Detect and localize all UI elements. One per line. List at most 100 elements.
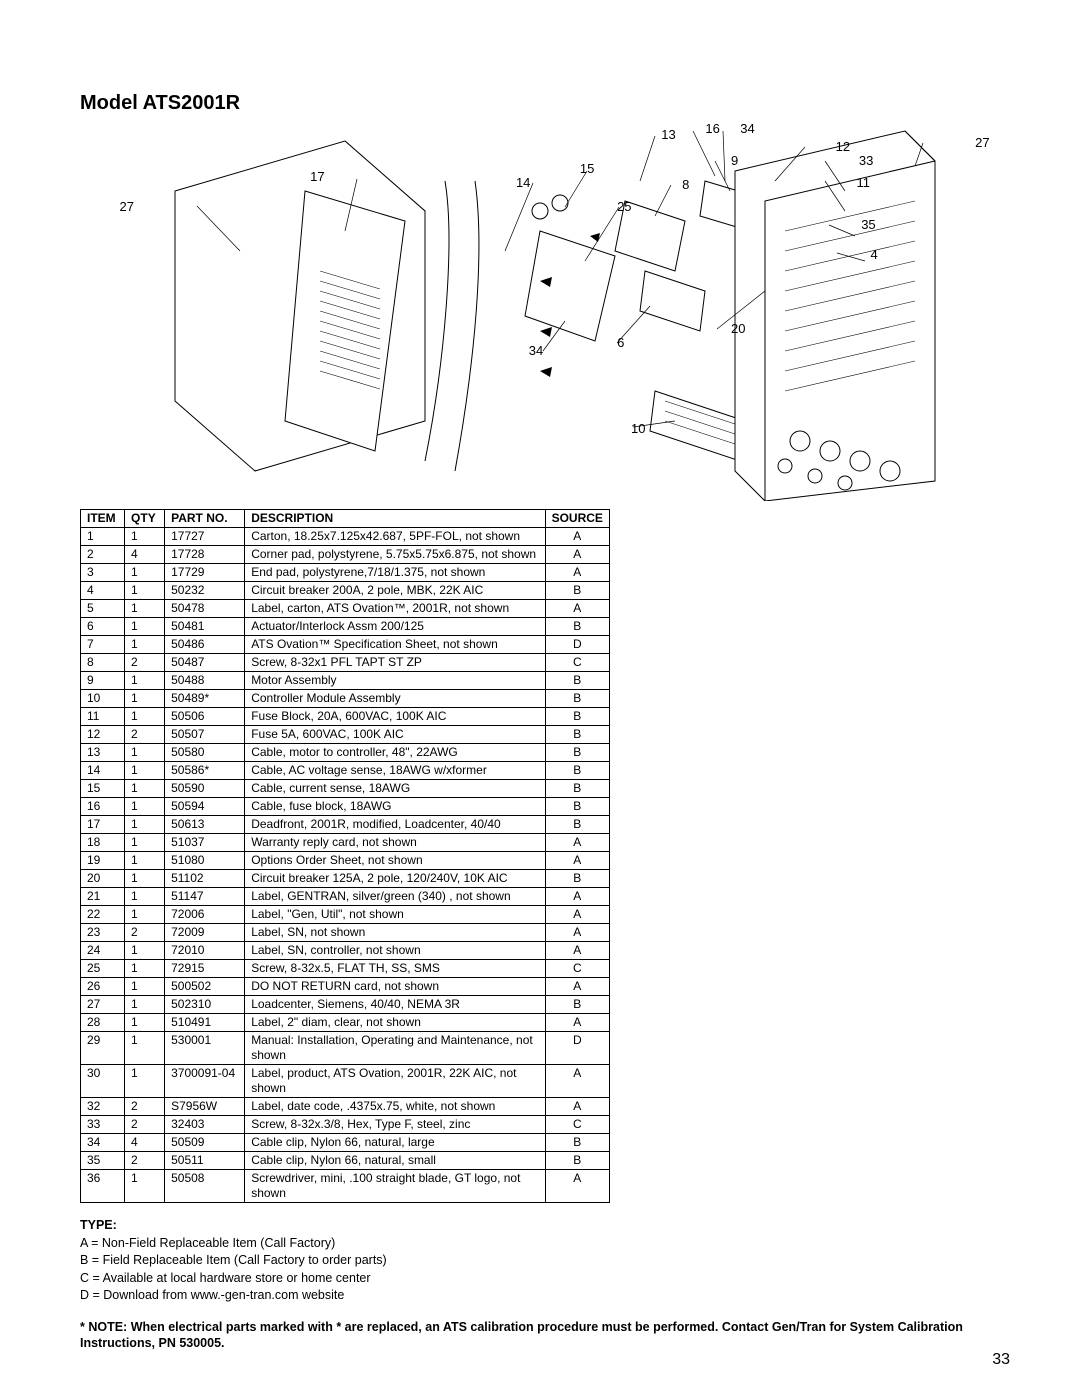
cell-qty: 1 <box>125 834 165 852</box>
cell-part: 32403 <box>165 1116 245 1134</box>
table-row: 22172006Label, "Gen, Util", not shownA <box>81 906 610 924</box>
diagram-svg <box>80 121 1010 501</box>
cell-desc: Label, carton, ATS Ovation™, 2001R, not … <box>245 600 545 618</box>
cell-qty: 1 <box>125 708 165 726</box>
cell-qty: 1 <box>125 582 165 600</box>
cell-qty: 1 <box>125 780 165 798</box>
th-part: Part No. <box>165 510 245 528</box>
cell-src: B <box>545 618 609 636</box>
cell-qty: 1 <box>125 1014 165 1032</box>
cell-desc: Warranty reply card, not shown <box>245 834 545 852</box>
cell-part: 50506 <box>165 708 245 726</box>
cell-item: 6 <box>81 618 125 636</box>
table-row: 20151102Circuit breaker 125A, 2 pole, 12… <box>81 870 610 888</box>
cell-item: 3 <box>81 564 125 582</box>
cell-desc: Actuator/Interlock Assm 200/125 <box>245 618 545 636</box>
cell-qty: 1 <box>125 1032 165 1065</box>
cell-src: B <box>545 798 609 816</box>
table-row: 18151037Warranty reply card, not shownA <box>81 834 610 852</box>
cell-desc: Cable, motor to controller, 48", 22AWG <box>245 744 545 762</box>
cell-src: B <box>545 996 609 1014</box>
cell-qty: 4 <box>125 1134 165 1152</box>
table-row: 8250487Screw, 8-32x1 PFL TAPT ST ZPC <box>81 654 610 672</box>
cell-item: 19 <box>81 852 125 870</box>
cell-qty: 1 <box>125 744 165 762</box>
diagram-callout: 14 <box>516 175 530 190</box>
cell-item: 33 <box>81 1116 125 1134</box>
cell-part: 50580 <box>165 744 245 762</box>
model-title: Model ATS2001R <box>80 92 1010 115</box>
cell-part: 500502 <box>165 978 245 996</box>
cell-desc: Deadfront, 2001R, modified, Loadcenter, … <box>245 816 545 834</box>
table-row: 322S7956WLabel, date code, .4375x.75, wh… <box>81 1098 610 1116</box>
table-row: 5150478Label, carton, ATS Ovation™, 2001… <box>81 600 610 618</box>
cell-part: 50511 <box>165 1152 245 1170</box>
cell-qty: 1 <box>125 798 165 816</box>
diagram-callout: 13 <box>661 127 675 142</box>
cell-part: 17729 <box>165 564 245 582</box>
cell-src: B <box>545 744 609 762</box>
cell-part: 530001 <box>165 1032 245 1065</box>
table-row: 34450509Cable clip, Nylon 66, natural, l… <box>81 1134 610 1152</box>
cell-item: 12 <box>81 726 125 744</box>
table-row: 2417728Corner pad, polystyrene, 5.75x5.7… <box>81 546 610 564</box>
cell-desc: Label, product, ATS Ovation, 2001R, 22K … <box>245 1065 545 1098</box>
cell-part: 510491 <box>165 1014 245 1032</box>
diagram-callout: 34 <box>529 343 543 358</box>
cell-qty: 1 <box>125 960 165 978</box>
cell-item: 7 <box>81 636 125 654</box>
cell-qty: 1 <box>125 528 165 546</box>
th-item: Item <box>81 510 125 528</box>
calibration-note: * NOTE: When electrical parts marked wit… <box>80 1319 1010 1353</box>
cell-desc: Screw, 8-32x.3/8, Hex, Type F, steel, zi… <box>245 1116 545 1134</box>
cell-part: 50508 <box>165 1170 245 1203</box>
cell-qty: 2 <box>125 924 165 942</box>
cell-qty: 1 <box>125 762 165 780</box>
cell-desc: Circuit breaker 200A, 2 pole, MBK, 22K A… <box>245 582 545 600</box>
cell-src: D <box>545 636 609 654</box>
table-row: 3117729End pad, polystyrene,7/18/1.375, … <box>81 564 610 582</box>
cell-src: B <box>545 708 609 726</box>
cell-item: 26 <box>81 978 125 996</box>
table-row: 1117727Carton, 18.25x7.125x42.687, 5PF-F… <box>81 528 610 546</box>
diagram-callout: 8 <box>682 177 689 192</box>
cell-qty: 1 <box>125 690 165 708</box>
cell-part: 50486 <box>165 636 245 654</box>
cell-part: 72010 <box>165 942 245 960</box>
cell-part: 50488 <box>165 672 245 690</box>
cell-qty: 1 <box>125 816 165 834</box>
cell-qty: 1 <box>125 672 165 690</box>
diagram-callout: 11 <box>857 175 871 190</box>
cell-src: B <box>545 780 609 798</box>
cell-part: 3700091-04 <box>165 1065 245 1098</box>
cell-desc: Manual: Installation, Operating and Main… <box>245 1032 545 1065</box>
cell-item: 30 <box>81 1065 125 1098</box>
legend-line: C = Available at local hardware store or… <box>80 1270 1010 1288</box>
cell-part: 50232 <box>165 582 245 600</box>
cell-desc: Circuit breaker 125A, 2 pole, 120/240V, … <box>245 870 545 888</box>
parts-table: Item Qty Part No. Description Source 111… <box>80 509 610 1203</box>
cell-desc: Cable, AC voltage sense, 18AWG w/xformer <box>245 762 545 780</box>
cell-part: 51147 <box>165 888 245 906</box>
cell-item: 16 <box>81 798 125 816</box>
diagram-callout: 9 <box>731 153 738 168</box>
type-legend: Type: A = Non-Field Replaceable Item (Ca… <box>80 1217 1010 1305</box>
diagram-callout: 25 <box>617 199 631 214</box>
cell-part: 51080 <box>165 852 245 870</box>
cell-item: 1 <box>81 528 125 546</box>
cell-item: 18 <box>81 834 125 852</box>
legend-line: A = Non-Field Replaceable Item (Call Fac… <box>80 1235 1010 1253</box>
cell-part: 50489* <box>165 690 245 708</box>
cell-desc: Label, 2" diam, clear, not shown <box>245 1014 545 1032</box>
cell-qty: 1 <box>125 852 165 870</box>
cell-qty: 1 <box>125 1065 165 1098</box>
cell-src: B <box>545 582 609 600</box>
table-row: 14150586*Cable, AC voltage sense, 18AWG … <box>81 762 610 780</box>
cell-part: 50487 <box>165 654 245 672</box>
cell-src: B <box>545 726 609 744</box>
cell-item: 9 <box>81 672 125 690</box>
cell-src: B <box>545 762 609 780</box>
cell-item: 15 <box>81 780 125 798</box>
cell-item: 10 <box>81 690 125 708</box>
cell-desc: Cable clip, Nylon 66, natural, small <box>245 1152 545 1170</box>
